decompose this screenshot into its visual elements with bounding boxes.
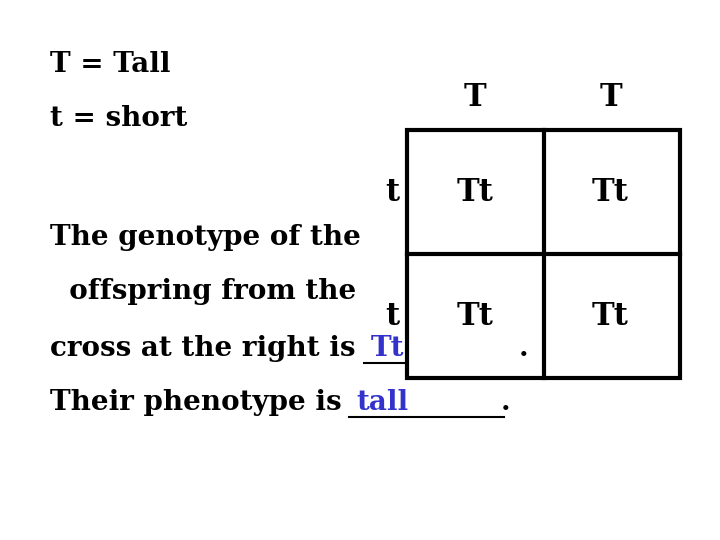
Text: Tt: Tt bbox=[592, 177, 629, 208]
Bar bbox=[407, 130, 680, 378]
Text: .: . bbox=[518, 335, 528, 362]
Text: T: T bbox=[599, 82, 622, 113]
Text: Tt: Tt bbox=[456, 301, 494, 333]
Text: T = Tall: T = Tall bbox=[50, 51, 171, 78]
Text: .: . bbox=[500, 389, 510, 416]
Text: t: t bbox=[385, 177, 400, 208]
Text: The genotype of the: The genotype of the bbox=[50, 224, 361, 251]
Text: tall: tall bbox=[356, 389, 408, 416]
Text: offspring from the: offspring from the bbox=[50, 278, 356, 305]
Text: t: t bbox=[385, 301, 400, 333]
Text: Tt: Tt bbox=[456, 177, 494, 208]
Text: t = short: t = short bbox=[50, 105, 188, 132]
Text: Their phenotype is: Their phenotype is bbox=[50, 389, 351, 416]
Text: Tt: Tt bbox=[371, 335, 405, 362]
Text: Tt: Tt bbox=[592, 301, 629, 333]
Text: T: T bbox=[464, 82, 487, 113]
Text: cross at the right is: cross at the right is bbox=[50, 335, 366, 362]
